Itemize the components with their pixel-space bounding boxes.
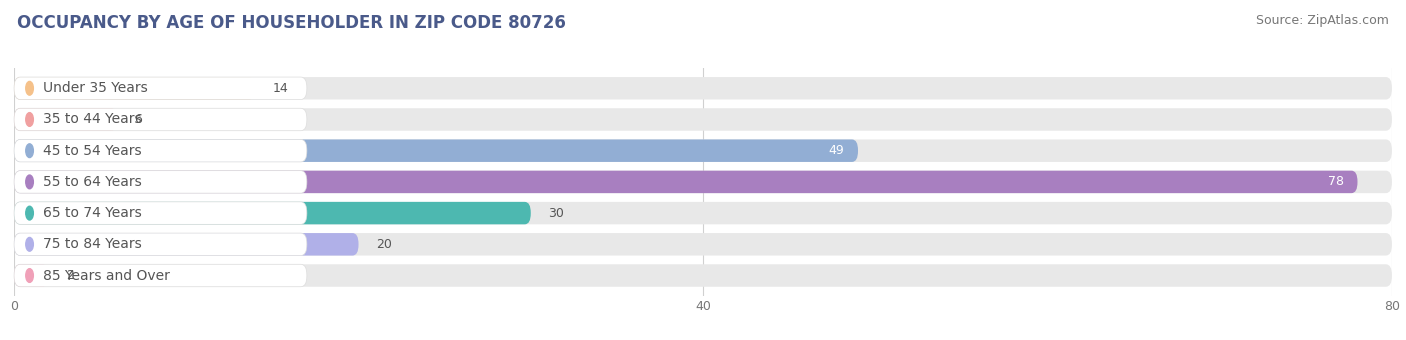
FancyBboxPatch shape [14,264,307,287]
Text: 55 to 64 Years: 55 to 64 Years [44,175,142,189]
FancyBboxPatch shape [14,264,1392,287]
FancyBboxPatch shape [14,202,1392,224]
Text: 75 to 84 Years: 75 to 84 Years [44,237,142,251]
FancyBboxPatch shape [14,233,307,256]
Circle shape [25,81,34,95]
Text: Source: ZipAtlas.com: Source: ZipAtlas.com [1256,14,1389,27]
Text: 78: 78 [1327,175,1344,188]
Text: 20: 20 [375,238,392,251]
Text: 65 to 74 Years: 65 to 74 Years [44,206,142,220]
Text: OCCUPANCY BY AGE OF HOUSEHOLDER IN ZIP CODE 80726: OCCUPANCY BY AGE OF HOUSEHOLDER IN ZIP C… [17,14,565,32]
FancyBboxPatch shape [14,77,256,100]
FancyBboxPatch shape [14,171,307,193]
FancyBboxPatch shape [14,108,307,131]
FancyBboxPatch shape [14,202,307,224]
FancyBboxPatch shape [14,139,1392,162]
FancyBboxPatch shape [14,139,858,162]
FancyBboxPatch shape [14,77,1392,100]
FancyBboxPatch shape [14,264,48,287]
Circle shape [25,206,34,220]
Text: 30: 30 [548,207,564,220]
Circle shape [25,237,34,251]
Circle shape [25,113,34,126]
FancyBboxPatch shape [14,139,307,162]
Text: 35 to 44 Years: 35 to 44 Years [44,113,142,126]
FancyBboxPatch shape [14,108,118,131]
Circle shape [25,175,34,189]
FancyBboxPatch shape [14,77,307,100]
FancyBboxPatch shape [14,108,1392,131]
Text: 45 to 54 Years: 45 to 54 Years [44,144,142,158]
FancyBboxPatch shape [14,233,359,256]
Circle shape [25,269,34,283]
Text: 2: 2 [66,269,73,282]
FancyBboxPatch shape [14,233,1392,256]
Text: 85 Years and Over: 85 Years and Over [44,269,170,283]
Text: 6: 6 [135,113,142,126]
FancyBboxPatch shape [14,171,1392,193]
FancyBboxPatch shape [14,171,1358,193]
Text: Under 35 Years: Under 35 Years [44,81,148,95]
Circle shape [25,144,34,157]
Text: 14: 14 [273,82,288,95]
Text: 49: 49 [828,144,844,157]
FancyBboxPatch shape [14,202,531,224]
